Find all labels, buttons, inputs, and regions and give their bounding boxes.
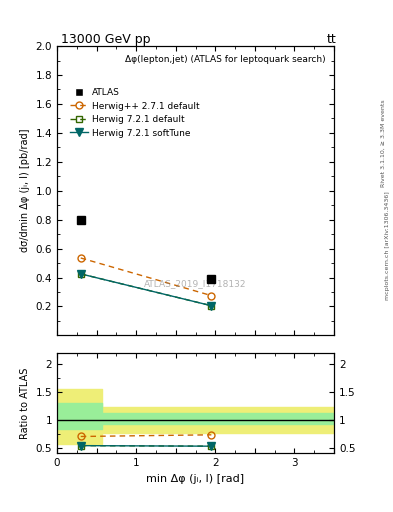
Text: Δφ(lepton,jet) (ATLAS for leptoquark search): Δφ(lepton,jet) (ATLAS for leptoquark sea… xyxy=(125,55,326,64)
Text: mcplots.cern.ch [arXiv:1306.3436]: mcplots.cern.ch [arXiv:1306.3436] xyxy=(385,191,389,300)
Text: ATLAS_2019_I1718132: ATLAS_2019_I1718132 xyxy=(144,279,247,288)
Y-axis label: Ratio to ATLAS: Ratio to ATLAS xyxy=(20,368,30,439)
Y-axis label: dσ/dmin Δφ (jᵢ, l) [pb/rad]: dσ/dmin Δφ (jᵢ, l) [pb/rad] xyxy=(20,129,30,252)
Legend: ATLAS, Herwig++ 2.7.1 default, Herwig 7.2.1 default, Herwig 7.2.1 softTune: ATLAS, Herwig++ 2.7.1 default, Herwig 7.… xyxy=(67,86,203,140)
Text: 13000 GeV pp: 13000 GeV pp xyxy=(61,33,151,46)
Text: tt: tt xyxy=(326,33,336,46)
Text: Rivet 3.1.10, ≥ 3.3M events: Rivet 3.1.10, ≥ 3.3M events xyxy=(381,99,386,187)
X-axis label: min Δφ (jᵢ, l) [rad]: min Δφ (jᵢ, l) [rad] xyxy=(147,474,244,483)
